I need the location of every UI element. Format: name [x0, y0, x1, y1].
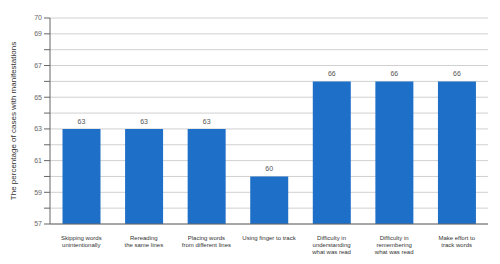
- svg-text:59: 59: [34, 189, 42, 196]
- svg-text:Using finger to track: Using finger to track: [242, 235, 296, 241]
- svg-text:63: 63: [140, 118, 148, 125]
- svg-text:Make effort totrack words: Make effort totrack words: [438, 235, 475, 248]
- svg-text:66: 66: [390, 70, 398, 77]
- svg-text:63: 63: [203, 118, 211, 125]
- svg-text:70: 70: [34, 14, 42, 21]
- svg-text:66: 66: [453, 70, 461, 77]
- svg-text:65: 65: [34, 94, 42, 101]
- svg-text:57: 57: [34, 220, 42, 227]
- svg-text:Rereadingthe same lines: Rereadingthe same lines: [125, 235, 164, 248]
- svg-text:Placing wordsfrom different li: Placing wordsfrom different lines: [182, 235, 231, 248]
- svg-text:Skipping wordsunintentionally: Skipping wordsunintentionally: [61, 235, 102, 248]
- svg-text:Difficulty inrememberingwhat w: Difficulty inrememberingwhat was read: [374, 235, 414, 255]
- svg-text:63: 63: [78, 118, 86, 125]
- svg-text:63: 63: [34, 125, 42, 132]
- svg-text:69: 69: [34, 30, 42, 37]
- svg-text:60: 60: [265, 165, 273, 172]
- svg-text:The percentage of cases with m: The percentage of cases with manifestati…: [9, 42, 18, 200]
- svg-text:67: 67: [34, 62, 42, 69]
- svg-text:61: 61: [34, 157, 42, 164]
- svg-text:66: 66: [328, 70, 336, 77]
- svg-text:Difficulty inunderstandingwhat: Difficulty inunderstandingwhat was read: [311, 235, 351, 255]
